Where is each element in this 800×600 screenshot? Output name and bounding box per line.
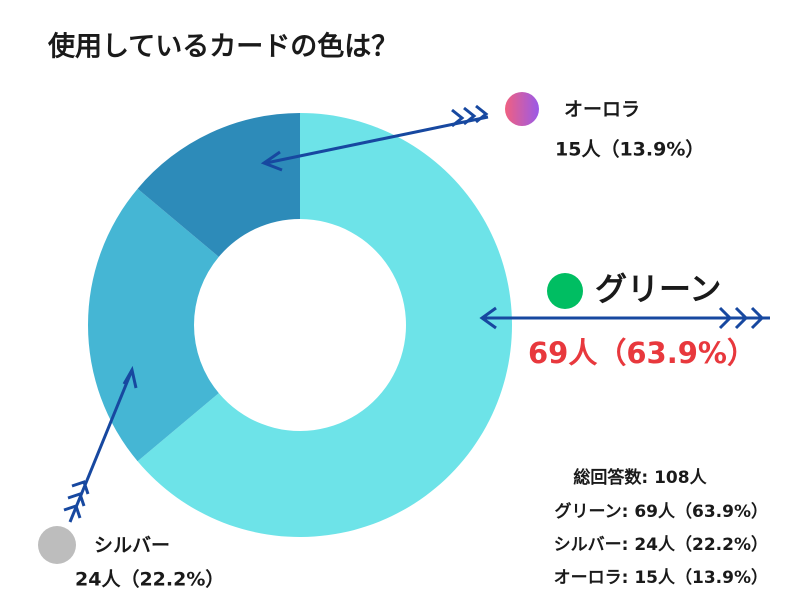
donut xyxy=(87,112,512,537)
value-label: 15人（13.9%） xyxy=(555,138,704,161)
legend-label: シルバー xyxy=(94,535,170,557)
arrow-head xyxy=(122,365,138,389)
slice xyxy=(137,113,512,537)
arrow-tail xyxy=(718,306,765,330)
legend-marker xyxy=(38,526,76,564)
summary-line: グリーン: 69人（63.9%） xyxy=(554,501,768,522)
slice xyxy=(137,112,300,257)
labels: グリーン 69人（63.9%） シルバー 24人（22.2%） オーロラ 15人（13.9… xyxy=(38,92,768,591)
summary-line: オーロラ: 15人（13.9%） xyxy=(554,567,768,588)
arrow-tail xyxy=(63,480,90,519)
summary-line: シルバー: 24人（22.2%） xyxy=(554,534,768,555)
legend-label: グリーン xyxy=(595,270,721,308)
arrow-head xyxy=(260,150,283,172)
arrow-head xyxy=(479,306,497,330)
legend-marker xyxy=(547,273,583,309)
legend-marker xyxy=(505,92,539,126)
legend-label: オーロラ xyxy=(564,99,640,121)
value-label: 24人（22.2%） xyxy=(75,568,224,591)
chart-title: 使用しているカードの色は？ xyxy=(47,31,398,63)
arrows xyxy=(63,104,770,523)
arrow-tail xyxy=(451,104,489,128)
total-label: 総回答数: 108人 xyxy=(573,467,707,488)
slice xyxy=(87,188,219,462)
value-label: 69人（63.9%） xyxy=(528,336,756,370)
arrow xyxy=(265,115,489,165)
